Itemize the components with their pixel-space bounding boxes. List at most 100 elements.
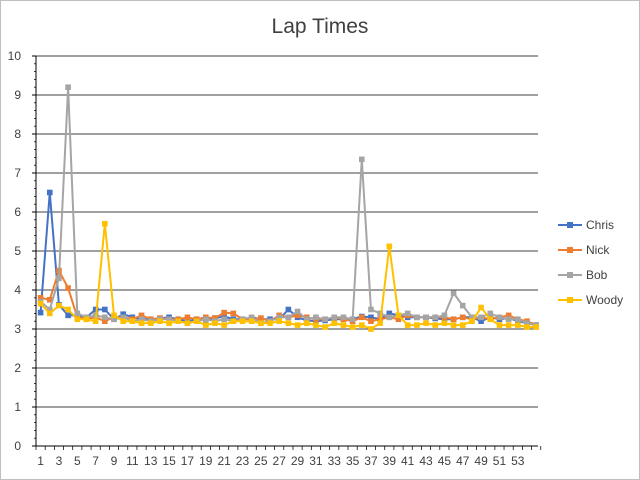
y-tick-label: 7 [14,166,21,180]
data-point [74,316,81,323]
data-point [193,318,200,324]
x-tick-label: 49 [474,454,488,468]
data-point [340,314,347,321]
data-point [505,316,512,323]
data-point [487,316,494,323]
data-point [111,312,117,319]
data-point [386,310,393,317]
data-point [46,310,53,317]
series-layer [37,84,539,332]
data-point [505,322,512,328]
data-point [450,322,457,328]
data-point [423,320,429,326]
x-tick-label: 39 [383,454,397,468]
legend-swatch-marker [567,297,573,303]
data-point [267,320,273,326]
legend-item-chris: Chris [558,218,614,232]
data-point [395,312,402,319]
y-tick-label: 9 [14,88,21,102]
data-point [46,306,53,313]
y-tick-label: 4 [14,283,21,297]
data-point [258,315,264,321]
y-tick-label: 8 [14,127,21,141]
data-point [432,322,439,328]
x-tick-label: 27 [273,454,287,468]
data-point [56,302,62,309]
data-point [294,312,301,319]
data-point [102,314,108,321]
data-point [404,310,411,317]
x-tick-label: 43 [419,454,433,468]
data-point [505,312,512,319]
data-point [56,275,62,282]
data-point [331,320,338,326]
data-point [322,316,328,323]
legend-swatch-marker [567,222,573,228]
x-tick-label: 31 [309,454,323,468]
x-tick-label: 33 [328,454,342,468]
data-point [184,314,191,321]
data-point [102,220,108,227]
data-point [202,316,209,323]
legend-swatch-marker [567,272,573,278]
x-tick-label: 21 [217,454,231,468]
data-point [524,320,530,326]
data-point [313,314,319,321]
data-point [37,295,44,301]
data-point [147,320,154,326]
data-point [496,322,503,328]
data-point [276,314,282,321]
legend-label: Woody [586,293,623,307]
x-tick-label: 37 [364,454,378,468]
x-tick-label: 53 [511,454,525,468]
data-point [74,310,81,317]
data-point [285,314,292,321]
data-point [184,320,191,326]
data-point [92,318,99,324]
data-point [377,310,383,317]
data-point [221,322,227,328]
x-tick-label: 35 [346,454,360,468]
data-point [166,320,172,326]
data-point [102,306,108,313]
data-point [202,322,209,328]
legend-label: Bob [586,268,608,282]
data-point [120,311,126,317]
series-bob [37,84,539,328]
data-point [496,314,503,321]
x-tick-label: 25 [254,454,268,468]
legend-item-nick: Nick [558,243,610,257]
data-point [515,322,521,328]
data-point [450,316,457,323]
x-tick-label: 11 [126,454,139,468]
data-point [459,322,466,328]
data-point [285,320,292,326]
data-point [478,318,484,324]
data-point [239,318,246,324]
data-point [368,314,374,321]
data-point [349,324,356,330]
data-point [459,302,466,309]
data-point [441,312,448,319]
data-point [221,316,227,323]
data-point [368,318,374,324]
y-tick-label: 2 [14,361,21,375]
data-point [129,318,136,324]
data-point [450,290,457,296]
y-tick-label: 3 [14,322,21,336]
legend-label: Nick [586,243,610,257]
data-point [258,320,264,326]
data-point [322,324,328,330]
data-point [414,314,420,321]
data-point [469,314,475,321]
data-point [432,314,439,321]
data-point [487,310,494,317]
x-tick-label: 17 [181,454,195,468]
data-point [83,316,90,323]
data-point [175,318,182,324]
data-point [294,322,301,328]
x-tick-label: 41 [401,454,415,468]
data-point [166,316,172,323]
x-tick-label: 5 [74,454,81,468]
